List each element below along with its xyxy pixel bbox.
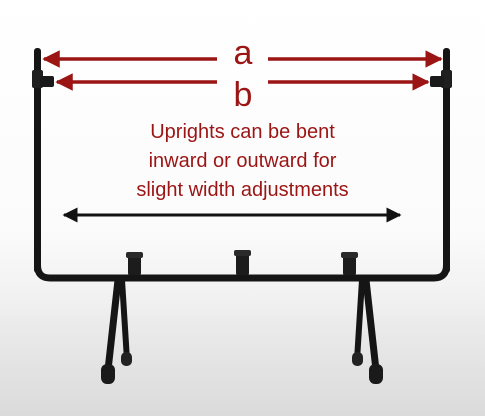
- right-foot-back: [352, 352, 363, 366]
- left-foot-back: [121, 352, 132, 366]
- left-upright-grip: [40, 76, 54, 87]
- dimension-label-a: a: [233, 34, 253, 72]
- caption-line-1: Uprights can be bent: [150, 121, 335, 143]
- bottom-rail: [34, 261, 450, 282]
- floor-shadow: [0, 300, 485, 416]
- left-upright: [34, 48, 41, 273]
- caption-line-2: inward or outward for: [148, 150, 337, 172]
- support-clip-center: [234, 250, 251, 275]
- adjustment-caption: Uprights can be bent inward or outward f…: [60, 118, 425, 205]
- right-upright: [443, 48, 450, 273]
- right-leg: [352, 276, 383, 384]
- right-foot-front: [369, 364, 383, 384]
- left-leg: [101, 276, 132, 384]
- dimension-label-b: b: [233, 76, 253, 114]
- support-clip-left: [126, 252, 143, 275]
- left-foot-front: [101, 364, 115, 384]
- right-upright-grip: [430, 76, 444, 87]
- support-clip-right: [341, 252, 358, 275]
- caption-line-3: slight width adjustments: [136, 179, 349, 201]
